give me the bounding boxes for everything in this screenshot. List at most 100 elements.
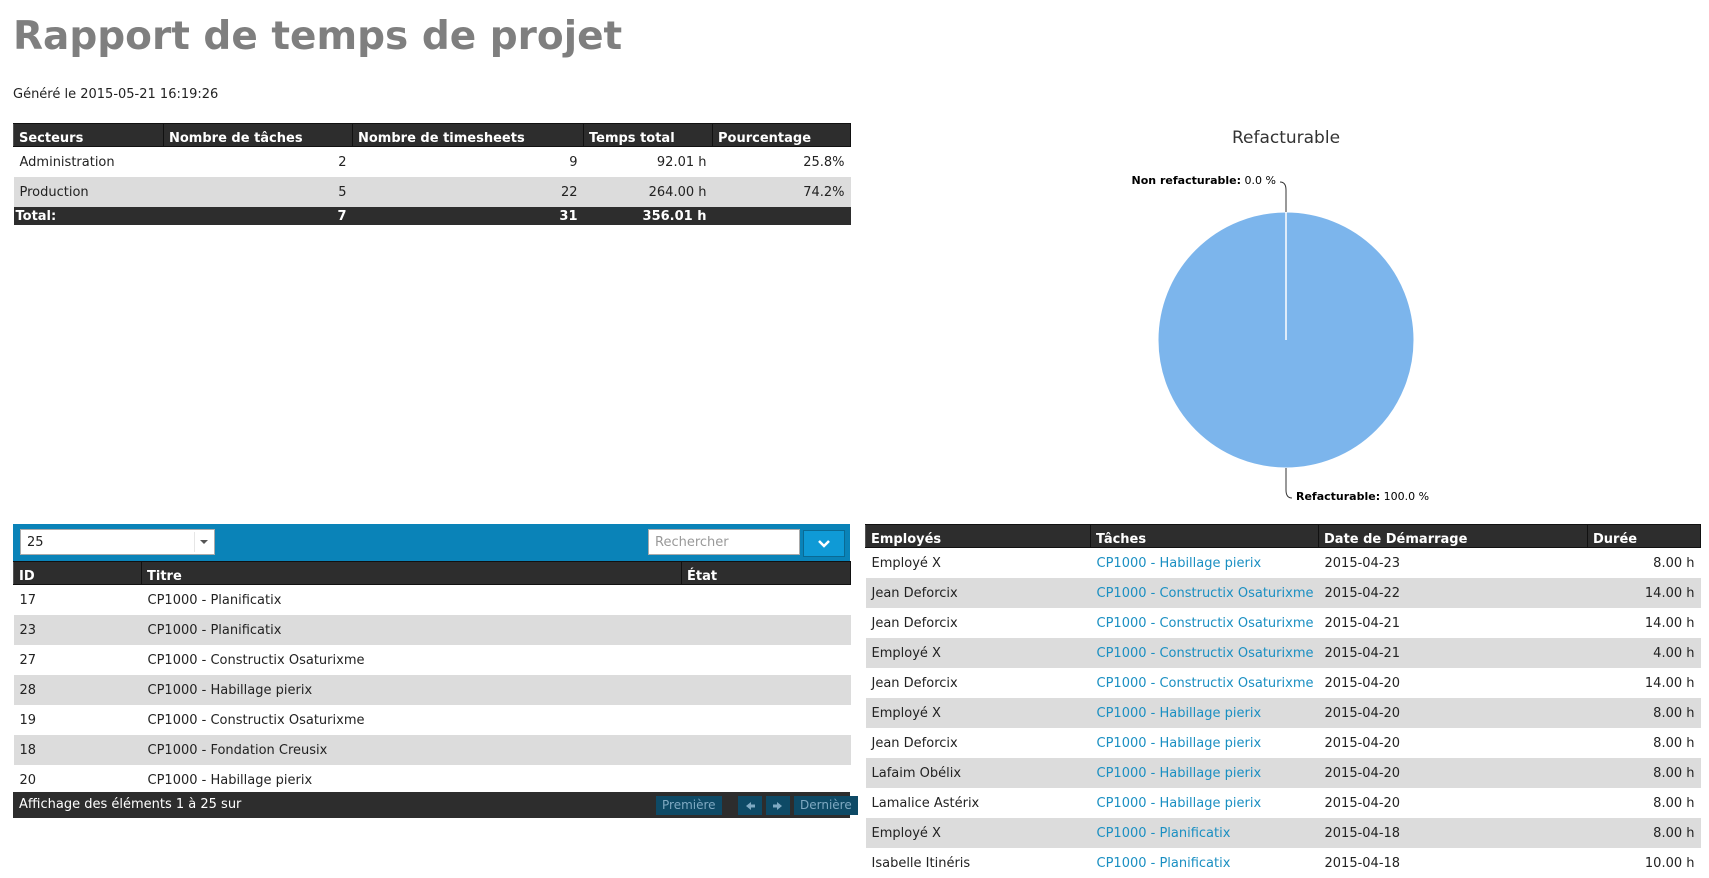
task-link[interactable]: CP1000 - Constructix Osaturixme bbox=[1097, 646, 1314, 661]
slice-value: 100.0 % bbox=[1384, 490, 1429, 503]
task-link[interactable]: CP1000 - Habillage pierix bbox=[1097, 706, 1262, 721]
task-link[interactable]: CP1000 - Planificatix bbox=[1097, 856, 1231, 871]
table-cell: 8.00 h bbox=[1588, 788, 1701, 818]
footer-info: Affichage des éléments 1 à 25 sur bbox=[13, 797, 241, 812]
table-cell: Jean Deforcix bbox=[866, 728, 1091, 758]
table-cell: 2015-04-20 bbox=[1319, 788, 1588, 818]
table-cell: 19 bbox=[14, 705, 142, 735]
table-cell: 2015-04-18 bbox=[1319, 848, 1588, 878]
table-cell: 4.00 h bbox=[1588, 638, 1701, 668]
search-input[interactable]: Rechercher bbox=[648, 529, 800, 555]
leader-line bbox=[1280, 182, 1286, 212]
table-cell: CP1000 - Habillage pierix bbox=[1091, 758, 1319, 788]
table-cell: CP1000 - Constructix Osaturixme bbox=[1091, 608, 1319, 638]
table-cell: 10.00 h bbox=[1588, 848, 1701, 878]
table-cell: CP1000 - Habillage pierix bbox=[142, 675, 682, 705]
pie-svg: Refacturable bbox=[865, 110, 1705, 520]
table-cell bbox=[682, 735, 851, 765]
slice-name: Non refacturable bbox=[1132, 174, 1242, 187]
column-header: ID bbox=[14, 562, 142, 585]
table-cell: CP1000 - Constructix Osaturixme bbox=[1091, 638, 1319, 668]
table-cell: 25.8% bbox=[713, 147, 851, 178]
last-button[interactable]: Dernière bbox=[794, 796, 858, 815]
task-link[interactable]: CP1000 - Planificatix bbox=[1097, 826, 1231, 841]
table-cell: CP1000 - Fondation Creusix bbox=[142, 735, 682, 765]
table-cell: CP1000 - Constructix Osaturixme bbox=[1091, 668, 1319, 698]
slice-label: Refacturable 100.0 % bbox=[1296, 490, 1429, 503]
table-cell: 14.00 h bbox=[1588, 608, 1701, 638]
first-button[interactable]: Première bbox=[656, 796, 722, 815]
table-cell: Lafaim Obélix bbox=[866, 758, 1091, 788]
column-header: Pourcentage bbox=[713, 124, 851, 147]
table-cell: CP1000 - Constructix Osaturixme bbox=[142, 705, 682, 735]
total-cell: 31 bbox=[353, 207, 584, 225]
chart-title: Refacturable bbox=[1232, 128, 1340, 148]
table-cell: 264.00 h bbox=[584, 177, 713, 207]
dropdown-icon bbox=[194, 530, 214, 554]
arrow-left bbox=[744, 796, 756, 815]
page-size: 25 bbox=[27, 535, 44, 550]
column-header: Tâches bbox=[1091, 525, 1319, 548]
table-cell: CP1000 - Habillage pierix bbox=[1091, 698, 1319, 728]
table-cell: 2015-04-22 bbox=[1319, 578, 1588, 608]
task-link[interactable]: CP1000 - Constructix Osaturixme bbox=[1097, 676, 1314, 691]
table-cell bbox=[682, 765, 851, 795]
table-cell: 8.00 h bbox=[1588, 728, 1701, 758]
table-cell: 8.00 h bbox=[1588, 758, 1701, 788]
table-cell: 17 bbox=[14, 585, 142, 616]
task-link[interactable]: CP1000 - Habillage pierix bbox=[1097, 736, 1262, 751]
task-link[interactable]: CP1000 - Habillage pierix bbox=[1097, 766, 1262, 781]
slice-name: Refacturable bbox=[1296, 490, 1380, 503]
table-cell: Jean Deforcix bbox=[866, 608, 1091, 638]
task-link[interactable]: CP1000 - Habillage pierix bbox=[1097, 796, 1262, 811]
table-cell: 22 bbox=[353, 177, 584, 207]
table-cell: 2 bbox=[164, 147, 353, 178]
table-cell: 28 bbox=[14, 675, 142, 705]
page-size-select[interactable]: 25 bbox=[20, 529, 215, 555]
table-cell: 2015-04-20 bbox=[1319, 698, 1588, 728]
slice-label: Non refacturable 0.0 % bbox=[1132, 174, 1276, 187]
prev-button[interactable] bbox=[738, 796, 762, 815]
total-cell bbox=[713, 207, 851, 225]
total-cell: 356.01 h bbox=[584, 207, 713, 225]
pie-chart: Refacturable Non refacturable 0.0 % Refac… bbox=[865, 110, 1705, 520]
table-cell bbox=[682, 615, 851, 645]
table-cell: 14.00 h bbox=[1588, 578, 1701, 608]
table-cell: 2015-04-21 bbox=[1319, 608, 1588, 638]
task-link[interactable]: CP1000 - Constructix Osaturixme bbox=[1097, 586, 1314, 601]
task-link[interactable]: CP1000 - Constructix Osaturixme bbox=[1097, 616, 1314, 631]
slice-value: 0.0 % bbox=[1245, 174, 1276, 187]
table-cell: 8.00 h bbox=[1588, 818, 1701, 848]
table-cell bbox=[682, 675, 851, 705]
column-header: Nombre de tâches bbox=[164, 124, 353, 147]
search-button[interactable] bbox=[803, 530, 845, 557]
table-cell: 2015-04-18 bbox=[1319, 818, 1588, 848]
table-cell: CP1000 - Habillage pierix bbox=[142, 765, 682, 795]
column-header: Employés bbox=[866, 525, 1091, 548]
table-cell: Employé X bbox=[866, 548, 1091, 579]
column-header: Date de Démarrage bbox=[1319, 525, 1588, 548]
table-cell: 8.00 h bbox=[1588, 698, 1701, 728]
column-header: Titre bbox=[142, 562, 682, 585]
next-button[interactable] bbox=[766, 796, 790, 815]
task-link[interactable]: CP1000 - Habillage pierix bbox=[1097, 556, 1262, 571]
arrow-right bbox=[772, 796, 784, 815]
table-cell: 2015-04-20 bbox=[1319, 728, 1588, 758]
table-cell: Lamalice Astérix bbox=[866, 788, 1091, 818]
column-header: Secteurs bbox=[14, 124, 164, 147]
table-cell: Isabelle Itinéris bbox=[866, 848, 1091, 878]
table-cell: 9 bbox=[353, 147, 584, 178]
table-cell: CP1000 - Habillage pierix bbox=[1091, 788, 1319, 818]
